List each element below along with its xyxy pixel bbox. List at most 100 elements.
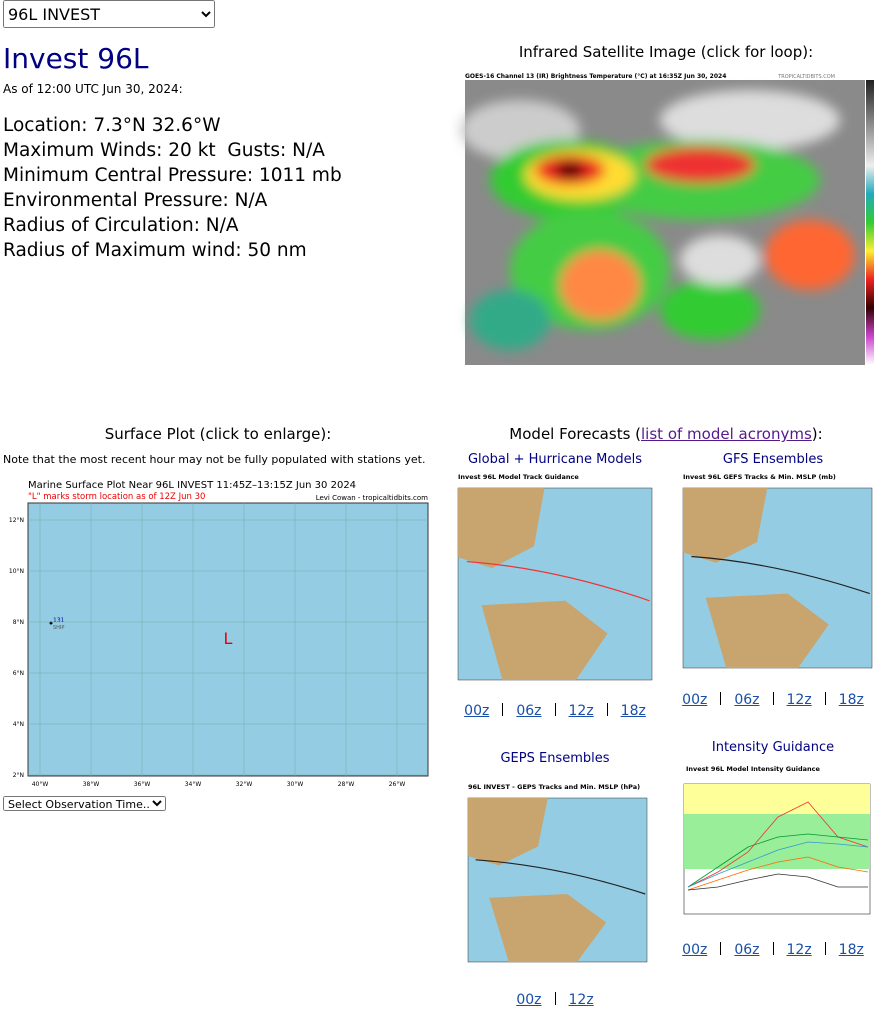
separator — [772, 692, 774, 705]
storm-select[interactable]: 96L INVEST — [3, 0, 215, 28]
track — [466, 560, 650, 602]
run-links: 00z 12z — [445, 992, 665, 1008]
intensity-line — [687, 856, 869, 891]
storm-marker: L — [224, 629, 233, 648]
run-links: 00z 06z 12z 18z — [663, 942, 883, 958]
run-link[interactable]: 00z — [682, 692, 708, 708]
run-link[interactable]: 18z — [838, 942, 864, 958]
model-heading: Model Forecasts (list of model acronyms)… — [450, 425, 882, 443]
land-sa — [489, 894, 607, 962]
detail-line: Location: 7.3°N 32.6°W — [3, 115, 221, 136]
colorbar — [866, 80, 874, 365]
panel-image-title: Invest 96L GEFS Tracks & Min. MSLP (mb) — [683, 473, 836, 481]
run-link[interactable]: 00z — [516, 992, 542, 1008]
run-links: 00z 06z 12z 18z — [445, 703, 665, 719]
lat-label: 10°N — [9, 568, 24, 575]
lat-label: 6°N — [13, 670, 24, 677]
panel-title: Global + Hurricane Models — [467, 452, 642, 467]
acronyms-link[interactable]: list of model acronyms — [641, 425, 812, 443]
surface-heading[interactable]: Surface Plot (click to enlarge): — [104, 425, 332, 443]
surface-map-subtitle: "L" marks storm location as of 12Z Jun 3… — [28, 492, 205, 502]
land-na — [468, 798, 548, 866]
lon-label: 32°W — [236, 781, 253, 788]
run-link[interactable]: 12z — [568, 703, 594, 719]
panel-title: GFS Ensembles — [722, 452, 824, 467]
separator — [720, 942, 722, 955]
lon-label: 28°W — [338, 781, 355, 788]
lon-label: 36°W — [134, 781, 151, 788]
detail-line: Radius of Circulation: N/A — [3, 215, 239, 236]
run-link[interactable]: 06z — [734, 692, 760, 708]
panel-image[interactable]: Invest 96L GEFS Tracks & Min. MSLP (mb) — [675, 470, 880, 676]
as-of: As of 12:00 UTC Jun 30, 2024: — [3, 82, 183, 96]
detail-line: Minimum Central Pressure: 1011 mb — [3, 165, 342, 186]
panel-image[interactable]: Invest 96L Model Track Guidance — [450, 470, 660, 688]
panel-title: Intensity Guidance — [711, 740, 835, 755]
panel-image[interactable]: 96L INVEST - GEPS Tracks and Min. MSLP (… — [460, 780, 655, 970]
station-value: 131 — [53, 617, 65, 624]
ocean — [27, 502, 429, 777]
detail-line: Radius of Maximum wind: 50 nm — [3, 240, 307, 261]
storm-title: Invest 96L — [3, 42, 149, 75]
run-link[interactable]: 00z — [682, 942, 708, 958]
lat-label: 12°N — [9, 517, 24, 524]
panel-image-title: Invest 96L Model Intensity Guidance — [686, 765, 820, 773]
satellite-image-title: GOES-16 Channel 13 (IR) Brightness Tempe… — [465, 73, 726, 80]
run-link[interactable]: 18z — [838, 692, 864, 708]
lon-label: 26°W — [389, 781, 406, 788]
separator — [554, 703, 556, 716]
lon-label: 40°W — [32, 781, 49, 788]
run-link[interactable]: 12z — [786, 692, 812, 708]
panel-title: GEPS Ensembles — [500, 751, 610, 766]
separator — [502, 703, 504, 716]
station-type: SHIP — [53, 625, 64, 631]
satellite-credit: TROPICALTIDBITS.COM — [777, 74, 835, 80]
satellite-heading[interactable]: Infrared Satellite Image (click for loop… — [518, 43, 814, 61]
separator — [772, 942, 774, 955]
detail-line: Maximum Winds: 20 kt Gusts: N/A — [3, 140, 325, 161]
run-link[interactable]: 12z — [568, 992, 594, 1008]
track — [475, 859, 646, 895]
lat-label: 8°N — [13, 619, 24, 626]
surface-map[interactable]: Marine Surface Plot Near 96L INVEST 11:4… — [3, 476, 433, 792]
model-heading-prefix: Model Forecasts ( — [509, 425, 642, 443]
intensity-line — [687, 873, 868, 891]
separator — [720, 692, 722, 705]
separator — [606, 703, 608, 716]
surface-note: Note that the most recent hour may not b… — [3, 453, 426, 466]
land-na — [683, 488, 768, 563]
panel-image-title: Invest 96L Model Track Guidance — [458, 473, 579, 481]
run-link[interactable]: 00z — [464, 703, 490, 719]
lat-label: 2°N — [13, 772, 24, 779]
run-link[interactable]: 06z — [516, 703, 542, 719]
model-heading-suffix: ): — [811, 425, 823, 443]
separator — [824, 942, 826, 955]
surface-map-credit: Levi Cowan - tropicaltidbits.com — [316, 494, 428, 502]
intensity-line — [687, 833, 869, 888]
ir-clouds — [460, 90, 855, 350]
detail-line: Environmental Pressure: N/A — [3, 190, 268, 211]
surface-map-title: Marine Surface Plot Near 96L INVEST 11:4… — [28, 480, 356, 491]
lat-label: 4°N — [13, 721, 24, 728]
band-ts — [684, 814, 870, 869]
panel-image[interactable]: Invest 96L Model Intensity Guidance — [678, 762, 876, 932]
run-links: 00z 06z 12z 18z — [663, 692, 883, 708]
intensity-line — [687, 841, 869, 888]
band-cat1 — [684, 784, 870, 814]
time-select[interactable]: Select Observation Time... — [3, 796, 166, 811]
run-link[interactable]: 18z — [620, 703, 646, 719]
panel-image-title: 96L INVEST - GEPS Tracks and Min. MSLP (… — [468, 783, 640, 791]
lon-label: 38°W — [83, 781, 100, 788]
run-link[interactable]: 06z — [734, 942, 760, 958]
run-link[interactable]: 12z — [786, 942, 812, 958]
land-sa — [481, 600, 608, 680]
lon-label: 30°W — [287, 781, 304, 788]
land-na — [458, 488, 545, 569]
land-sa — [705, 593, 829, 668]
track — [691, 555, 870, 595]
separator — [824, 692, 826, 705]
lon-label: 34°W — [185, 781, 202, 788]
satellite-image[interactable]: GOES-16 Channel 13 (IR) Brightness Tempe… — [450, 70, 882, 376]
separator — [554, 992, 556, 1005]
